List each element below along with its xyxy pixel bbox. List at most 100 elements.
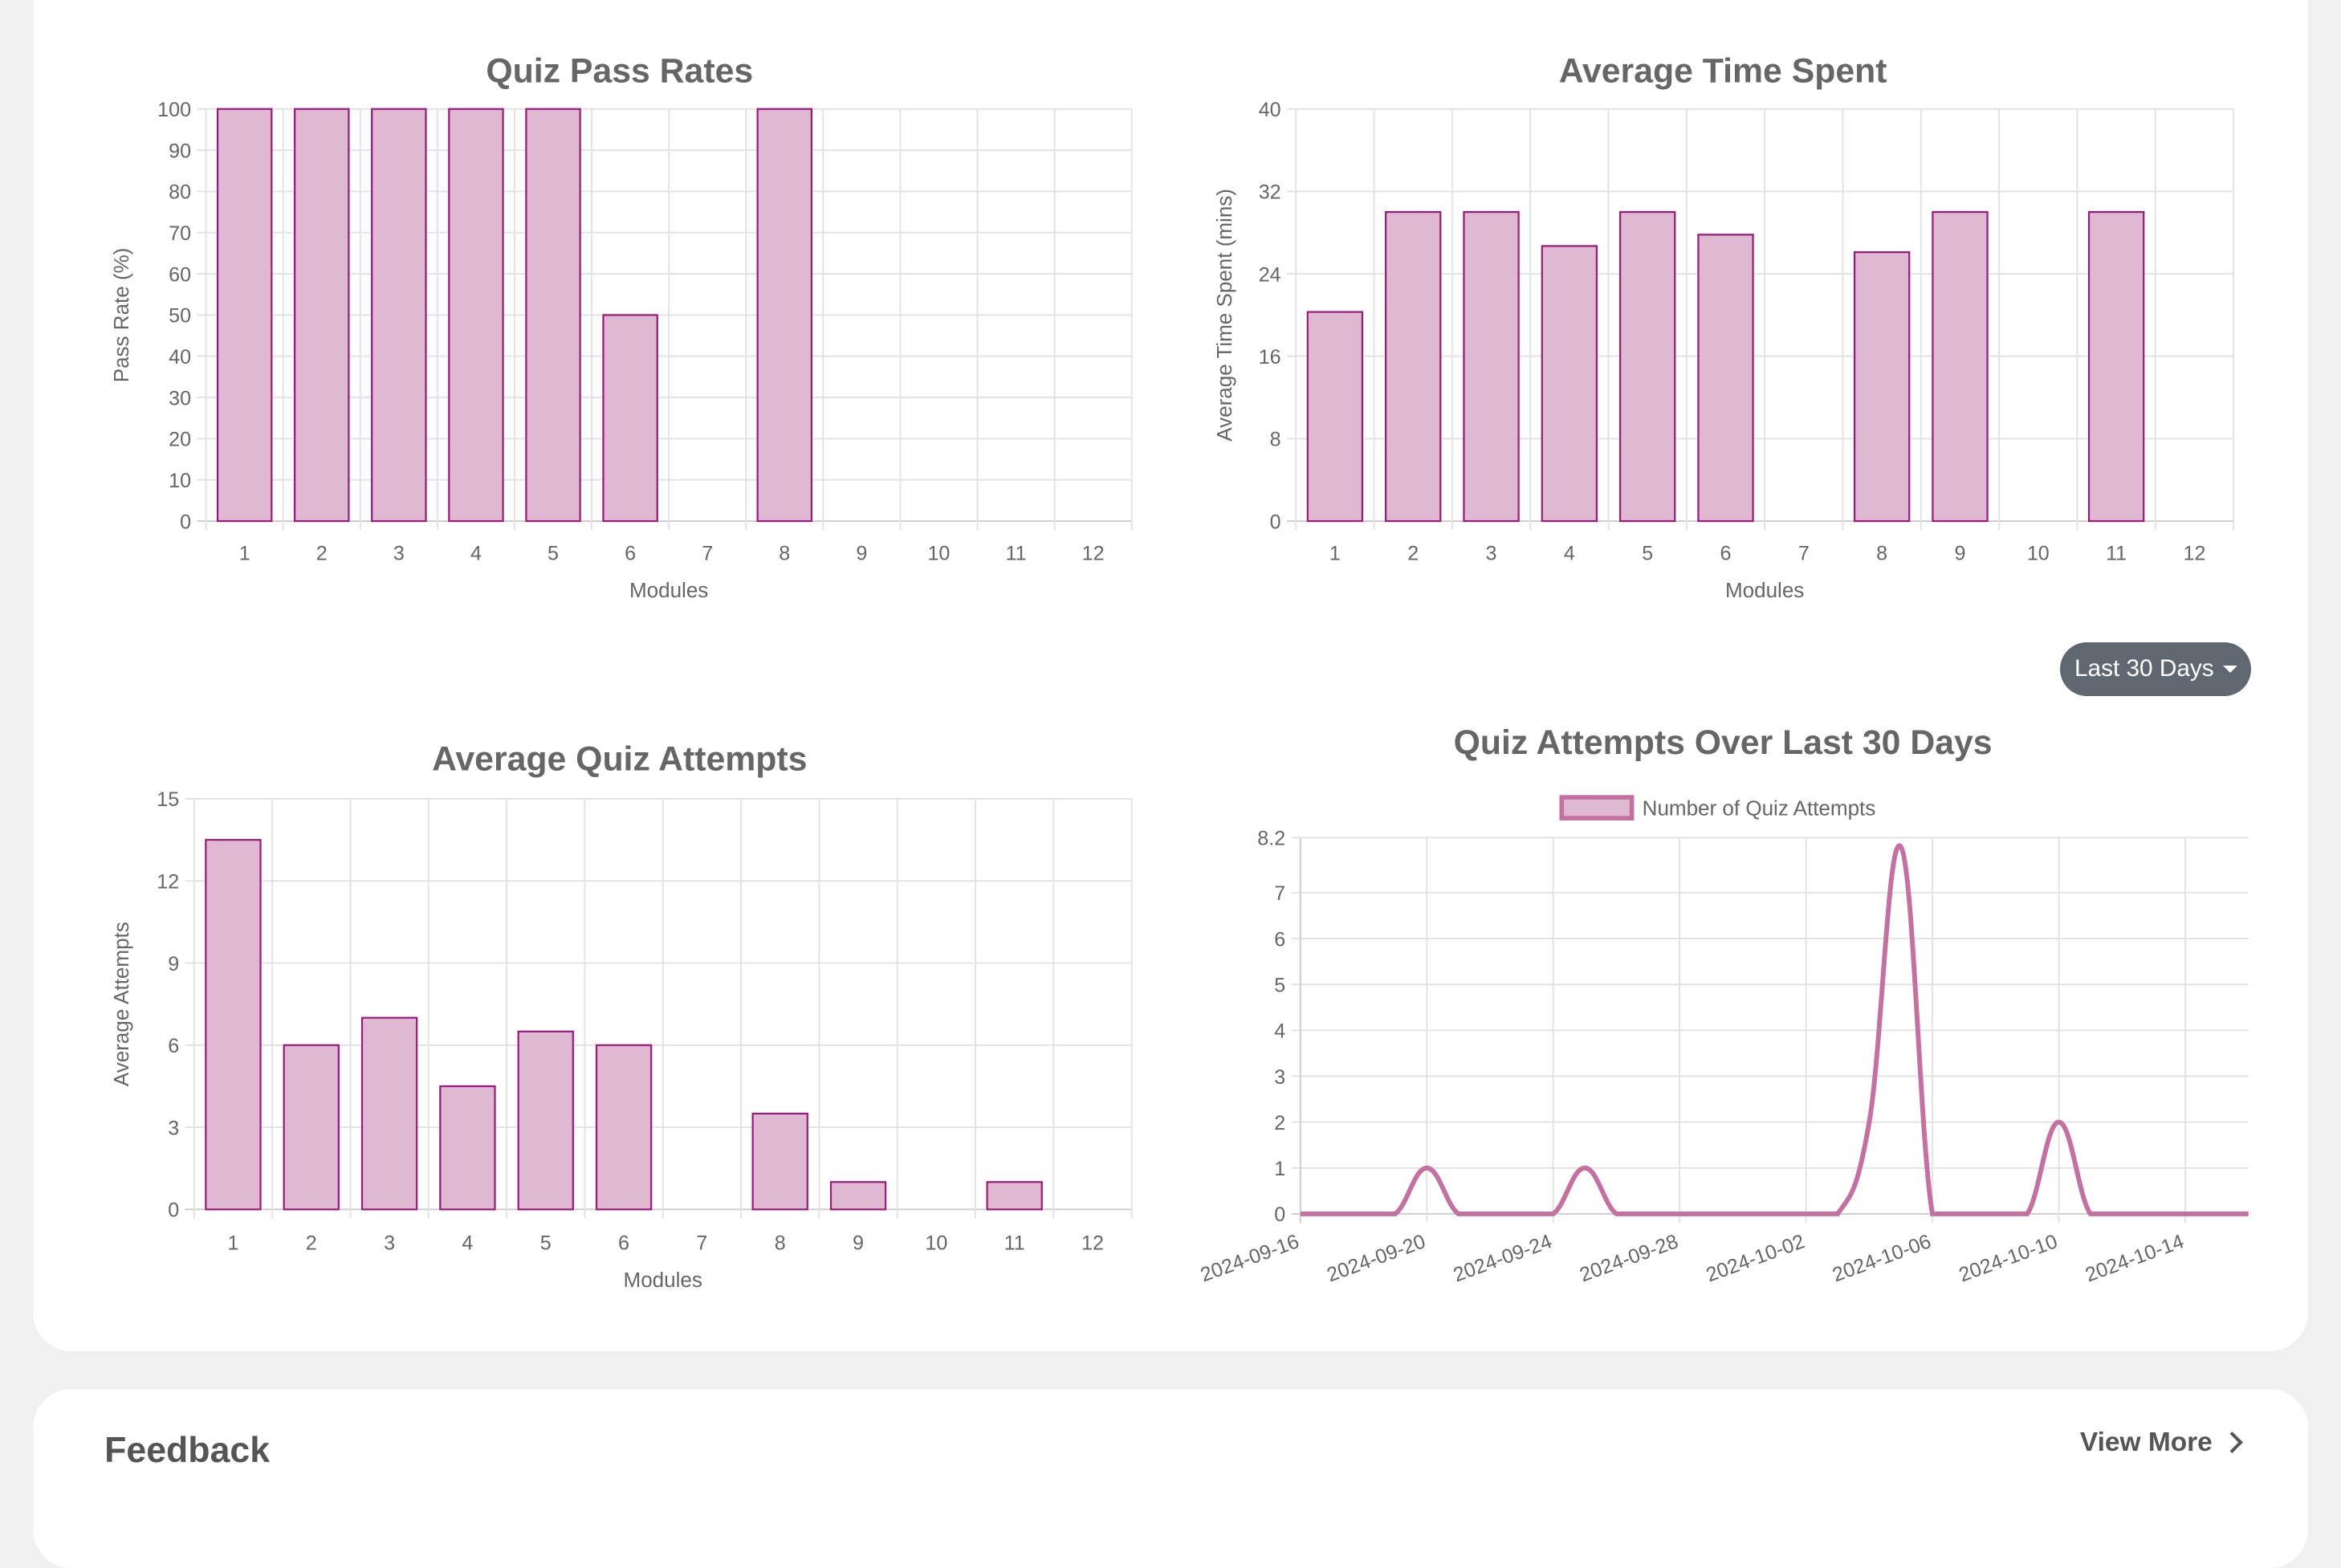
x-tick-label: 8	[775, 1232, 786, 1255]
x-tick-label: 3	[1486, 542, 1497, 564]
data-point-2024-10-01[interactable]	[1770, 1209, 1779, 1218]
data-point-2024-10-15[interactable]	[2213, 1209, 2221, 1218]
data-point-2024-10-05[interactable]	[1896, 842, 1905, 851]
x-tick-label: 1	[227, 1232, 238, 1255]
x-tick-label: 2024-10-02	[1703, 1230, 1807, 1286]
x-tick-label: 2024-09-16	[1198, 1230, 1302, 1286]
bar-module-4[interactable]	[439, 1085, 496, 1211]
data-point-2024-10-02[interactable]	[1802, 1209, 1810, 1218]
series-line	[1300, 843, 2249, 1216]
bar-module-5[interactable]	[517, 1030, 574, 1211]
data-point-2024-09-27[interactable]	[1643, 1209, 1652, 1218]
data-point-2024-09-18[interactable]	[1359, 1209, 1368, 1218]
bar-module-2[interactable]	[283, 1044, 340, 1211]
bar-module-6[interactable]	[1697, 234, 1754, 523]
x-axis-label: Modules	[624, 1268, 702, 1292]
data-point-2024-09-24[interactable]	[1549, 1209, 1557, 1218]
x-tick-label: 9	[1954, 542, 1965, 564]
y-tick-label: 3	[1274, 1066, 1285, 1089]
bar-module-8[interactable]	[751, 1112, 808, 1211]
data-point-2024-09-23[interactable]	[1517, 1209, 1526, 1218]
bar-module-2[interactable]	[294, 108, 350, 523]
data-point-2024-10-04[interactable]	[1865, 1118, 1874, 1126]
bar-module-5[interactable]	[525, 108, 581, 523]
y-tick-label: 0	[1274, 1203, 1285, 1226]
bar-module-1[interactable]	[205, 838, 262, 1211]
data-point-2024-10-16[interactable]	[2244, 1209, 2253, 1218]
data-point-2024-09-16[interactable]	[1296, 1209, 1305, 1218]
legend-swatch[interactable]	[1559, 795, 1635, 821]
y-tick-label: 0	[168, 1199, 179, 1222]
x-tick-label: 10	[925, 1232, 947, 1255]
bar-module-4[interactable]	[1541, 245, 1598, 523]
x-tick-label: 11	[2106, 542, 2127, 564]
data-point-2024-09-17[interactable]	[1328, 1209, 1337, 1218]
bar-module-9[interactable]	[829, 1181, 887, 1211]
legend-label[interactable]: Number of Quiz Attempts	[1643, 796, 1876, 820]
y-tick-label: 10	[169, 470, 191, 492]
x-tick-label: 7	[1798, 542, 1810, 564]
x-tick-label: 2024-09-24	[1451, 1230, 1555, 1286]
dashboard: Quiz Pass Rates 0 10 20 30 40 50 60 70 80 90 100 1 2 3…	[32, 0, 2309, 1568]
data-point-2024-10-06[interactable]	[1928, 1209, 1936, 1218]
data-point-2024-10-03[interactable]	[1833, 1209, 1842, 1218]
bar-module-11[interactable]	[986, 1181, 1043, 1211]
date-range-label: Last 30 Days	[2074, 655, 2214, 682]
bar-module-4[interactable]	[448, 108, 504, 523]
feedback-title: Feedback	[104, 1430, 271, 1470]
view-more-link[interactable]: View More	[2080, 1427, 2243, 1458]
data-point-2024-09-28[interactable]	[1675, 1209, 1684, 1218]
data-point-2024-10-07[interactable]	[1960, 1209, 1968, 1218]
bar-module-6[interactable]	[602, 314, 658, 523]
data-point-2024-10-12[interactable]	[2118, 1209, 2127, 1218]
x-axis-label: Modules	[1725, 578, 1804, 602]
date-range-dropdown[interactable]: Last 30 Days	[2060, 641, 2252, 696]
data-point-2024-10-11[interactable]	[2086, 1209, 2095, 1218]
data-point-2024-09-22[interactable]	[1485, 1209, 1494, 1218]
data-point-2024-09-29[interactable]	[1707, 1209, 1716, 1218]
data-point-2024-09-21[interactable]	[1454, 1209, 1463, 1218]
bar-module-3[interactable]	[1463, 210, 1520, 523]
x-tick-label: 10	[2027, 542, 2050, 564]
bar-module-1[interactable]	[1306, 311, 1364, 523]
data-point-2024-09-30[interactable]	[1738, 1209, 1747, 1218]
x-tick-label: 10	[927, 542, 950, 564]
bar-module-5[interactable]	[1618, 210, 1676, 523]
x-tick-label: 7	[702, 542, 713, 564]
data-point-2024-10-09[interactable]	[2023, 1209, 2032, 1218]
data-point-2024-09-19[interactable]	[1390, 1209, 1399, 1218]
y-tick-label: 40	[169, 346, 191, 369]
data-point-2024-10-14[interactable]	[2180, 1209, 2189, 1218]
y-tick-label: 70	[169, 222, 191, 245]
y-axis-label: Average Time Spent (mins)	[1212, 189, 1236, 442]
y-axis-label: Pass Rate (%)	[109, 248, 133, 383]
x-tick-label: 12	[2183, 542, 2205, 564]
bar-module-1[interactable]	[216, 108, 273, 523]
data-point-2024-09-25[interactable]	[1580, 1163, 1589, 1172]
data-point-2024-10-13[interactable]	[2149, 1209, 2158, 1218]
y-tick-label: 6	[1274, 928, 1285, 951]
bar-module-6[interactable]	[595, 1044, 653, 1211]
y-tick-label: 90	[169, 140, 191, 162]
y-tick-label: 7	[1274, 882, 1285, 905]
x-tick-label: 1	[239, 542, 250, 564]
bar-module-9[interactable]	[1932, 210, 1989, 523]
y-tick-label: 50	[169, 305, 191, 328]
data-point-2024-09-20[interactable]	[1423, 1163, 1431, 1172]
x-tick-label: 2024-09-28	[1577, 1230, 1681, 1286]
bar-module-2[interactable]	[1385, 210, 1442, 523]
x-tick-label: 5	[540, 1232, 552, 1255]
bar-module-11[interactable]	[2087, 210, 2145, 523]
data-point-2024-09-26[interactable]	[1612, 1209, 1621, 1218]
bar-module-3[interactable]	[371, 108, 427, 523]
bar-module-3[interactable]	[360, 1016, 418, 1211]
bar-module-8[interactable]	[756, 108, 813, 523]
data-point-2024-10-10[interactable]	[2054, 1118, 2063, 1126]
data-point-2024-10-08[interactable]	[1991, 1209, 2000, 1218]
x-tick-label: 2024-09-20	[1324, 1230, 1428, 1286]
chart-title: Quiz Pass Rates	[486, 51, 753, 90]
x-tick-label: 9	[856, 542, 867, 564]
bar-module-8[interactable]	[1853, 251, 1911, 523]
x-tick-label: 11	[1004, 1232, 1025, 1255]
